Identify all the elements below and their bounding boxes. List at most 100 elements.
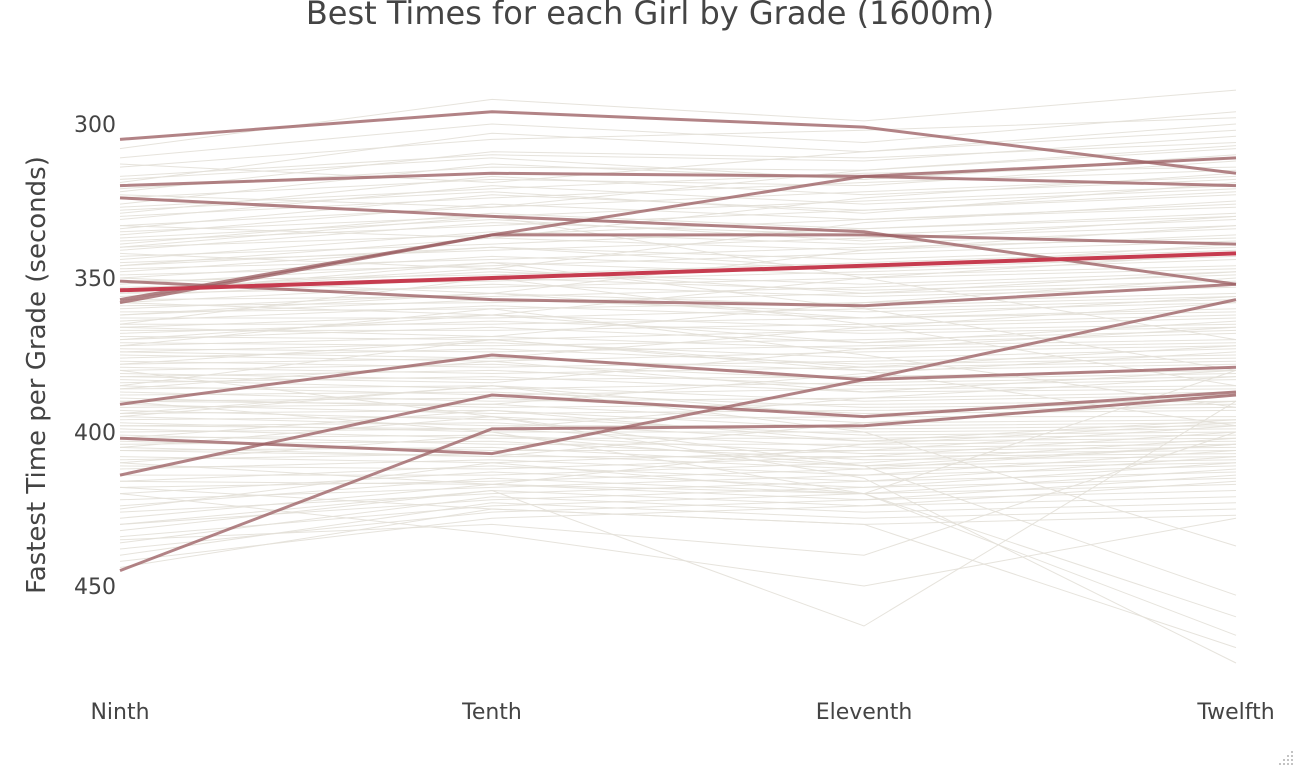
background-series-line bbox=[119, 369, 1237, 387]
background-series-line bbox=[119, 502, 1237, 556]
background-series-line bbox=[119, 459, 1237, 476]
background-series-line bbox=[119, 135, 1237, 177]
background-series-line bbox=[119, 292, 1237, 319]
background-series-line bbox=[119, 277, 1237, 387]
background-series-line bbox=[119, 400, 1237, 627]
background-series-line bbox=[119, 434, 1237, 455]
background-series-line bbox=[119, 182, 1237, 214]
background-series-line bbox=[120, 437, 1237, 476]
background-series-line bbox=[119, 385, 1237, 547]
background-series-line bbox=[119, 89, 1237, 150]
background-series-line bbox=[119, 453, 1237, 470]
background-series-line bbox=[119, 428, 1237, 448]
background-series-line bbox=[119, 425, 1237, 464]
background-series-line bbox=[119, 160, 1237, 199]
background-series-line bbox=[119, 228, 1237, 260]
background-series-line bbox=[119, 357, 1237, 371]
background-series-line bbox=[119, 422, 1237, 485]
background-series-line bbox=[119, 314, 1237, 328]
highlighted-series-line bbox=[119, 298, 1237, 406]
y-tick-label: 450 bbox=[74, 575, 116, 600]
background-series-line bbox=[119, 215, 1237, 242]
background-series-line bbox=[119, 431, 1237, 556]
highlighted-series-line bbox=[119, 110, 1237, 175]
background-series-line bbox=[119, 348, 1237, 365]
y-tick-label: 300 bbox=[74, 113, 116, 138]
highlighted-series-line bbox=[119, 390, 1237, 477]
average-series-group bbox=[119, 251, 1237, 293]
x-axis-ticks: Ninth Tenth Eleventh Twelfth bbox=[90, 700, 1274, 725]
background-series-line bbox=[120, 299, 1237, 319]
background-series-line bbox=[119, 409, 1237, 442]
highlighted-series-line bbox=[119, 279, 1237, 308]
background-series-line bbox=[119, 123, 1237, 183]
background-series-line bbox=[119, 185, 1237, 233]
x-tick-label: Ninth bbox=[90, 700, 149, 725]
chart-title: Best Times for each Girl by Grade (1600m… bbox=[306, 0, 994, 32]
y-axis-ticks: 300 350 400 450 bbox=[74, 113, 116, 600]
background-series-line bbox=[119, 376, 1237, 390]
highlighted-series-line bbox=[119, 393, 1237, 573]
background-series-line bbox=[119, 493, 1237, 587]
background-series-line bbox=[119, 129, 1237, 184]
background-series-line bbox=[119, 219, 1237, 251]
background-series-line bbox=[119, 200, 1237, 270]
background-series-line bbox=[119, 496, 1237, 544]
highlighted-series-line bbox=[119, 365, 1237, 456]
background-series-line bbox=[119, 206, 1237, 248]
background-series-line bbox=[119, 277, 1237, 338]
background-series-line bbox=[119, 339, 1237, 368]
background-series-line bbox=[119, 246, 1237, 273]
background-series-line bbox=[119, 240, 1237, 276]
background-series-line bbox=[119, 185, 1237, 220]
background-series-line bbox=[119, 376, 1237, 430]
background-series-line bbox=[119, 468, 1237, 538]
background-series-line bbox=[119, 175, 1237, 214]
x-tick-label: Eleventh bbox=[816, 700, 913, 725]
background-series-line bbox=[119, 277, 1237, 297]
background-series-line bbox=[119, 369, 1237, 664]
background-series-line bbox=[119, 262, 1237, 285]
background-series-line bbox=[119, 243, 1237, 270]
background-series-line bbox=[119, 416, 1237, 596]
background-series-line bbox=[119, 166, 1237, 208]
background-series-line bbox=[119, 363, 1237, 381]
background-series-line bbox=[119, 369, 1237, 510]
background-series-line bbox=[119, 117, 1237, 168]
highlighted-series-line bbox=[119, 171, 1237, 188]
background-series-line bbox=[119, 111, 1237, 159]
background-series-line bbox=[119, 339, 1237, 427]
background-series-line bbox=[119, 474, 1237, 550]
x-tick-label: Tenth bbox=[461, 700, 522, 725]
background-series-line bbox=[119, 489, 1237, 532]
background-series-line bbox=[119, 268, 1237, 294]
background-series-line bbox=[119, 400, 1237, 618]
background-series-line bbox=[119, 271, 1237, 291]
background-series-line bbox=[119, 462, 1237, 636]
background-series-line bbox=[119, 252, 1237, 316]
background-series-line bbox=[119, 308, 1237, 408]
background-series-line bbox=[119, 283, 1237, 304]
background-series-line bbox=[119, 339, 1237, 353]
y-tick-label: 400 bbox=[74, 421, 116, 446]
background-series-line bbox=[119, 443, 1237, 488]
background-series-line bbox=[119, 274, 1237, 301]
average-series-line bbox=[119, 251, 1237, 293]
resize-grip-icon[interactable] bbox=[1279, 751, 1293, 765]
background-series-line bbox=[119, 215, 1237, 341]
background-series-line bbox=[119, 409, 1237, 430]
background-series-line bbox=[119, 456, 1237, 513]
background-series-line bbox=[119, 302, 1237, 359]
x-tick-label: Twelfth bbox=[1196, 700, 1274, 725]
background-series-line bbox=[119, 342, 1237, 359]
background-series-line bbox=[119, 175, 1237, 227]
highlighted-series-line bbox=[119, 156, 1237, 305]
background-series-line bbox=[119, 169, 1237, 217]
background-series-line bbox=[119, 360, 1237, 375]
background-series-line bbox=[119, 450, 1237, 501]
y-tick-label: 350 bbox=[74, 267, 116, 292]
background-series-line bbox=[119, 409, 1236, 421]
background-series-line bbox=[119, 434, 1237, 467]
y-axis-title: Fastest Time per Grade (seconds) bbox=[22, 156, 52, 594]
